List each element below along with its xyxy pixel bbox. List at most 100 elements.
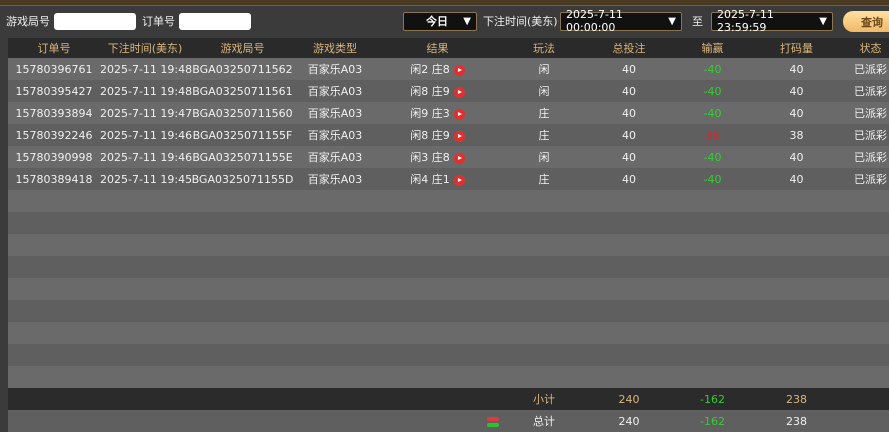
time-text: 2025-7-11 19:48 [100, 62, 193, 76]
empty-cell [375, 322, 500, 344]
play-replay-icon[interactable] [453, 64, 465, 76]
empty-cell [670, 344, 755, 366]
subtotal-cell [8, 388, 100, 410]
table-row[interactable]: 15780393894 2025-7-11 19:47 BGA03250711560… [8, 102, 889, 124]
empty-cell [838, 190, 889, 212]
empty-cell [190, 190, 295, 212]
round-input[interactable] [54, 12, 136, 30]
game-text: 百家乐A03 [307, 63, 363, 76]
query-button[interactable]: 查询 [843, 11, 889, 32]
empty-cell [375, 300, 500, 322]
subtotal-cell: 小计 [500, 388, 588, 410]
cell-bet: 40 [588, 146, 670, 168]
round-text: BGA03250711561 [192, 84, 293, 98]
cell-round: BGA03250711560 [190, 102, 295, 124]
column-header: 结果 [375, 38, 500, 58]
empty-cell [375, 256, 500, 278]
empty-cell [500, 256, 588, 278]
result-text: 闲3 庄8 [410, 151, 450, 164]
cell-order: 15780389418 [8, 168, 100, 190]
cell-turnover: 40 [755, 146, 838, 168]
win-text: -40 [703, 84, 722, 98]
empty-row [8, 366, 889, 388]
result-text: 闲8 庄9 [410, 85, 450, 98]
empty-cell [500, 190, 588, 212]
status-text: 已派彩 [854, 129, 887, 142]
table-row[interactable]: 15780389418 2025-7-11 19:45 BGA0325071155D… [8, 168, 889, 190]
empty-cell [8, 322, 100, 344]
play-replay-icon[interactable] [453, 86, 465, 98]
status-text: 已派彩 [854, 107, 887, 120]
empty-cell [295, 212, 375, 234]
cell-win: -40 [670, 168, 755, 190]
play-replay-icon[interactable] [453, 174, 465, 186]
game-text: 百家乐A03 [307, 151, 363, 164]
cell-game: 百家乐A03 [295, 58, 375, 80]
cell-game: 百家乐A03 [295, 146, 375, 168]
cell-order: 15780395427 [8, 80, 100, 102]
refresh-icon[interactable] [486, 416, 500, 428]
cell-turnover: 40 [755, 168, 838, 190]
table-row[interactable]: 15780390998 2025-7-11 19:46 BGA0325071155E… [8, 146, 889, 168]
start-time-select[interactable]: 2025-7-11 00:00:00 ▼ [560, 8, 682, 34]
empty-cell [755, 212, 838, 234]
table-row[interactable]: 15780395427 2025-7-11 19:48 BGA03250711561… [8, 80, 889, 102]
cell-bet_on: 庄 [500, 102, 588, 124]
order-input[interactable] [179, 12, 251, 30]
empty-cell [838, 344, 889, 366]
empty-cell [670, 256, 755, 278]
cell-time: 2025-7-11 19:46 [100, 124, 192, 146]
bet-text: 40 [622, 84, 636, 98]
play-replay-icon[interactable] [453, 108, 465, 120]
empty-cell [8, 278, 100, 300]
win-text: -40 [703, 150, 722, 164]
empty-cell [500, 322, 588, 344]
cell-game: 百家乐A03 [295, 168, 375, 190]
end-time-select[interactable]: 2025-7-11 23:59:59 ▼ [711, 8, 833, 34]
bet-text: 40 [622, 150, 636, 164]
column-header: 游戏局号 [190, 38, 295, 58]
empty-cell [100, 256, 190, 278]
total-cell [190, 410, 295, 432]
bet-text: 40 [622, 172, 636, 186]
bet-text: 40 [622, 62, 636, 76]
bet_on-text: 庄 [538, 129, 550, 142]
cell-bet_on: 庄 [500, 168, 588, 190]
empty-cell [755, 234, 838, 256]
empty-cell [838, 278, 889, 300]
total-turnover: 238 [786, 414, 807, 428]
subtotal-cell: 240 [588, 388, 670, 410]
win-text: -40 [703, 106, 722, 120]
empty-cell [100, 278, 190, 300]
dropdown-arrow-icon: ▼ [463, 15, 471, 27]
result-text: 闲8 庄9 [410, 129, 450, 142]
period-select[interactable]: 今日 ▼ [403, 11, 477, 31]
total-cell [838, 410, 889, 432]
turnover-text: 40 [789, 106, 804, 120]
cell-result: 闲8 庄9 [375, 80, 500, 102]
cell-time: 2025-7-11 19:46 [100, 146, 192, 168]
empty-cell [8, 344, 100, 366]
empty-cell [670, 212, 755, 234]
table-row[interactable]: 15780392246 2025-7-11 19:46 BGA0325071155F… [8, 124, 889, 146]
empty-cell [755, 256, 838, 278]
empty-cell [8, 190, 100, 212]
cell-win: 38 [670, 124, 755, 146]
cell-win: -40 [670, 80, 755, 102]
empty-row [8, 278, 889, 300]
play-replay-icon[interactable] [453, 130, 465, 142]
total-bet: 240 [618, 414, 640, 428]
empty-cell [588, 234, 670, 256]
result-text: 闲9 庄3 [410, 107, 450, 120]
cell-round: BGA03250711561 [190, 80, 295, 102]
empty-cell [295, 366, 375, 388]
table-row[interactable]: 15780396761 2025-7-11 19:48 BGA03250711562… [8, 58, 889, 80]
subtotal-cell [375, 388, 500, 410]
cell-bet_on: 闲 [500, 58, 588, 80]
empty-cell [670, 366, 755, 388]
game-text: 百家乐A03 [307, 107, 363, 120]
play-replay-icon[interactable] [453, 152, 465, 164]
empty-row [8, 234, 889, 256]
empty-cell [500, 344, 588, 366]
cell-bet_on: 庄 [500, 124, 588, 146]
